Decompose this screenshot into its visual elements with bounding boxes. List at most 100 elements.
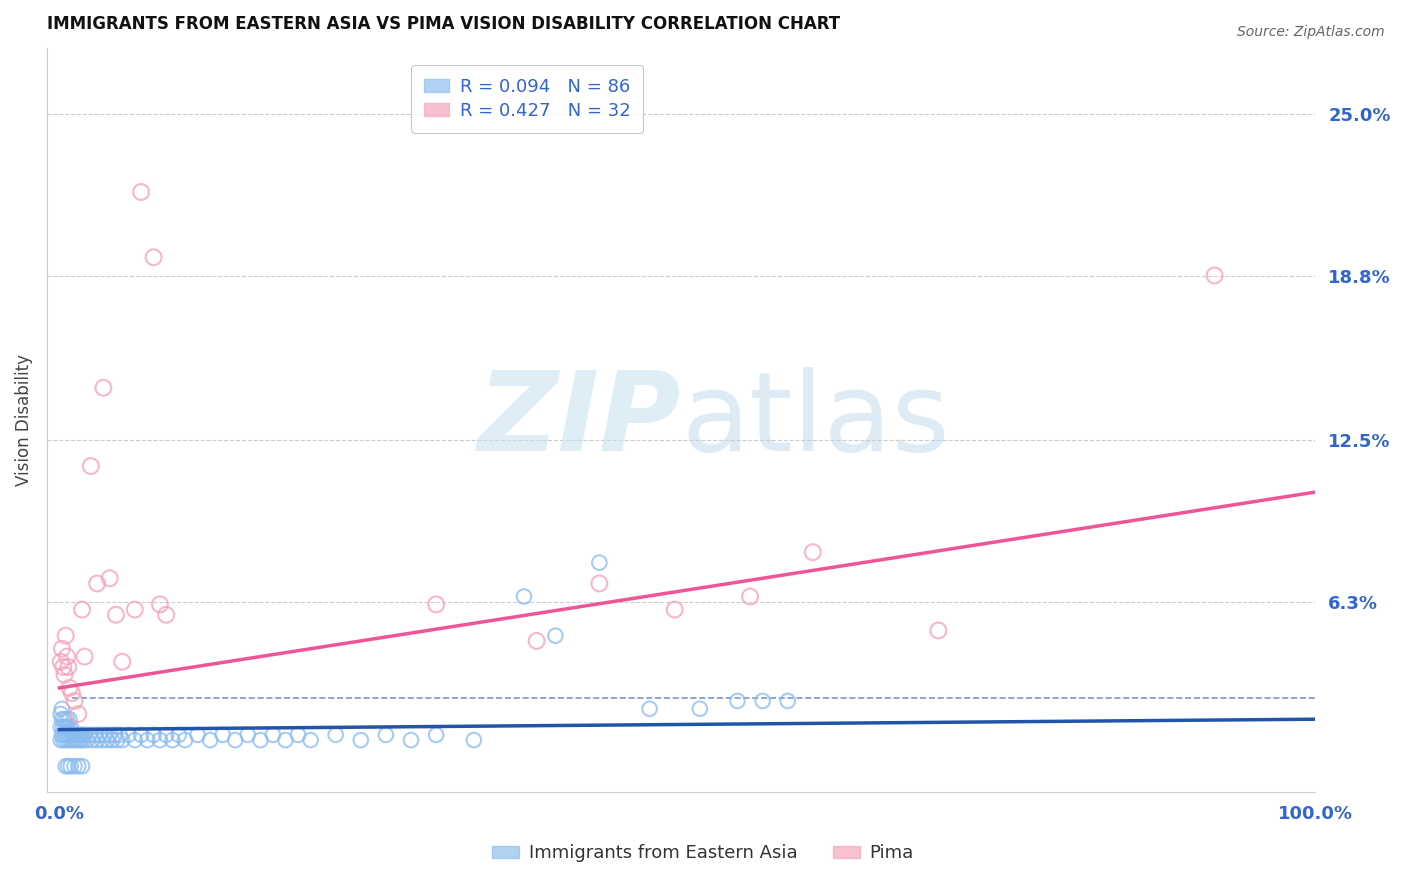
Point [51,728,73,742]
Point [425,728,447,742]
Point [117,728,139,742]
Point [59,733,82,747]
Point [129,185,152,199]
Point [111,733,134,747]
Point [776,694,799,708]
Point [80,733,103,747]
Point [96,733,118,747]
Point [664,602,686,616]
Point [174,733,197,747]
Point [463,733,485,747]
Point [63,694,86,708]
Point [49,706,72,721]
Point [124,602,146,616]
Point [98,571,121,585]
Point [104,728,127,742]
Point [63,759,86,773]
Point [58,759,80,773]
Point [149,733,172,747]
Point [86,576,108,591]
Point [105,733,128,747]
Point [224,733,246,747]
Text: ZIP: ZIP [478,367,681,474]
Point [162,733,184,747]
Point [79,728,101,742]
Point [76,733,98,747]
Text: IMMIGRANTS FROM EASTERN ASIA VS PIMA VISION DISABILITY CORRELATION CHART: IMMIGRANTS FROM EASTERN ASIA VS PIMA VIS… [46,15,839,33]
Point [211,728,233,742]
Point [142,250,165,264]
Point [56,712,79,726]
Point [58,712,80,726]
Point [526,634,548,648]
Point [51,641,73,656]
Point [287,728,309,742]
Point [65,733,87,747]
Point [299,733,322,747]
Point [58,681,80,695]
Point [58,728,80,742]
Point [58,733,80,747]
Point [80,458,103,473]
Point [60,728,83,742]
Point [53,712,76,726]
Point [101,733,124,747]
Point [86,733,108,747]
Point [104,607,127,622]
Point [425,598,447,612]
Point [69,728,91,742]
Point [83,728,105,742]
Point [927,624,949,638]
Point [53,668,76,682]
Point [727,694,749,708]
Point [274,733,297,747]
Point [70,759,93,773]
Point [249,733,271,747]
Point [70,728,93,742]
Point [155,607,177,622]
Legend: R = 0.094   N = 86, R = 0.427   N = 32: R = 0.094 N = 86, R = 0.427 N = 32 [411,65,643,133]
Point [136,733,159,747]
Point [49,720,72,734]
Point [155,728,177,742]
Point [399,733,422,747]
Point [588,576,610,591]
Point [59,720,82,734]
Point [70,602,93,616]
Point [93,728,115,742]
Point [62,733,84,747]
Point [262,728,284,742]
Point [89,728,111,742]
Point [67,759,90,773]
Point [56,728,79,742]
Point [588,556,610,570]
Point [55,759,77,773]
Point [63,728,86,742]
Point [149,598,172,612]
Point [59,759,82,773]
Point [689,702,711,716]
Y-axis label: Vision Disability: Vision Disability [15,354,32,486]
Point [544,629,567,643]
Point [67,706,90,721]
Point [108,728,131,742]
Point [738,590,761,604]
Point [350,733,373,747]
Point [801,545,824,559]
Point [51,702,73,716]
Point [58,660,80,674]
Text: atlas: atlas [681,367,949,474]
Point [167,728,190,742]
Point [52,733,75,747]
Point [124,733,146,747]
Point [66,728,89,742]
Text: Source: ZipAtlas.com: Source: ZipAtlas.com [1237,25,1385,39]
Point [111,655,134,669]
Point [198,733,221,747]
Point [55,629,77,643]
Point [55,733,77,747]
Point [55,720,77,734]
Point [52,660,75,674]
Point [56,649,79,664]
Point [60,686,83,700]
